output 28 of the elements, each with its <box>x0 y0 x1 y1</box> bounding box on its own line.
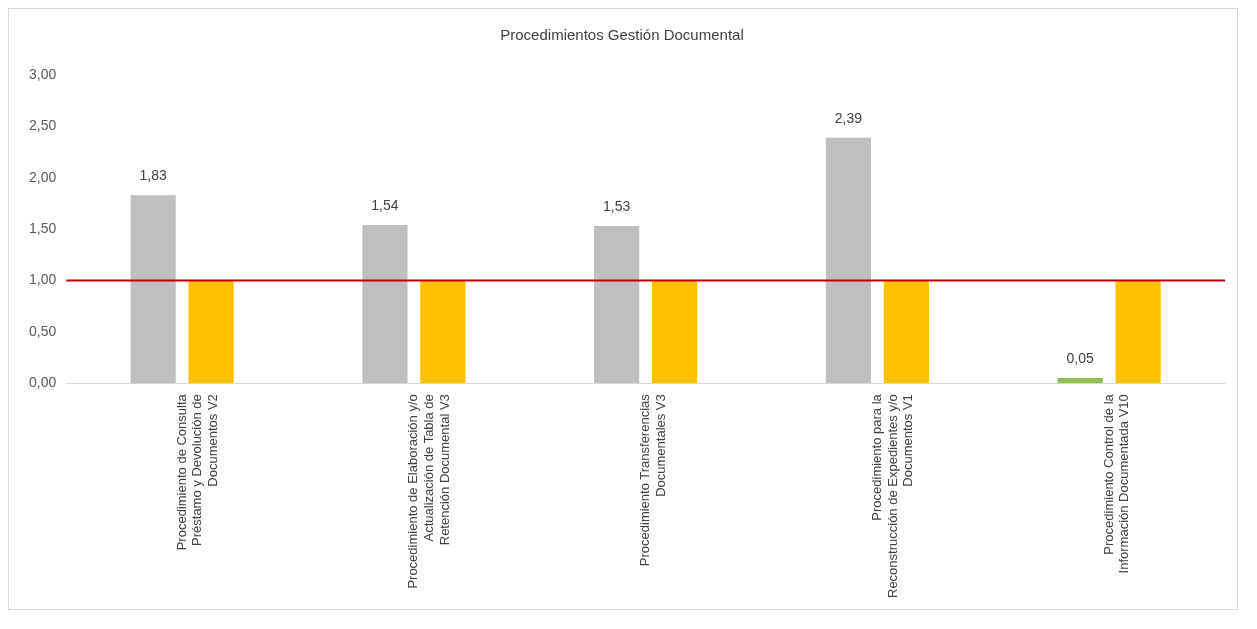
x-tick-label: Procedimiento de Elaboración y/o Actualización de Tabla de Retención Documental V3 <box>405 394 452 589</box>
y-tick-label: 1,00 <box>29 271 57 288</box>
bar <box>594 226 640 384</box>
bar <box>652 280 698 384</box>
bar <box>883 280 929 384</box>
y-tick-label: 0,00 <box>29 374 57 391</box>
data-label: 1,53 <box>603 197 631 214</box>
bar <box>188 280 234 384</box>
chart-title: Procedimientos Gestión Documental <box>500 26 744 44</box>
x-tick-label: Procedimiento Control de la Información Documentada V10 <box>1100 393 1132 574</box>
x-tick-label: Procedimiento de Consulta Préstamo y Devolución de Documentos V2 <box>173 393 220 551</box>
bar <box>1115 280 1161 384</box>
data-label: 2,39 <box>834 109 863 126</box>
bar <box>825 137 871 384</box>
data-label: 1,83 <box>139 167 167 184</box>
y-tick-label: 2,50 <box>29 117 57 134</box>
x-tick-label: Procedimiento para la Reconstrucción de Expedientes y/o Documentos V1 <box>868 393 916 599</box>
bar <box>130 195 176 384</box>
data-label: 0,05 <box>1066 349 1094 366</box>
y-tick-label: 2,00 <box>29 168 57 185</box>
y-tick-label: 3,00 <box>29 65 57 82</box>
bar <box>1057 378 1103 384</box>
bar <box>362 225 408 384</box>
y-tick-label: 1,50 <box>29 219 57 236</box>
data-label: 1,54 <box>371 196 399 213</box>
bar <box>420 280 466 384</box>
y-tick-label: 0,50 <box>29 322 57 339</box>
x-tick-label: Procedimiento Transferencias Documentales V3 <box>637 393 668 567</box>
